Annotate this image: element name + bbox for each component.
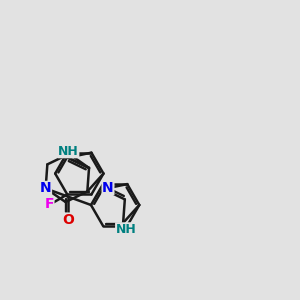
Text: NH: NH — [116, 223, 136, 236]
Text: O: O — [62, 213, 74, 227]
Text: NH: NH — [58, 145, 79, 158]
Text: F: F — [44, 196, 54, 211]
Text: N: N — [102, 181, 114, 195]
Text: N: N — [40, 182, 51, 196]
